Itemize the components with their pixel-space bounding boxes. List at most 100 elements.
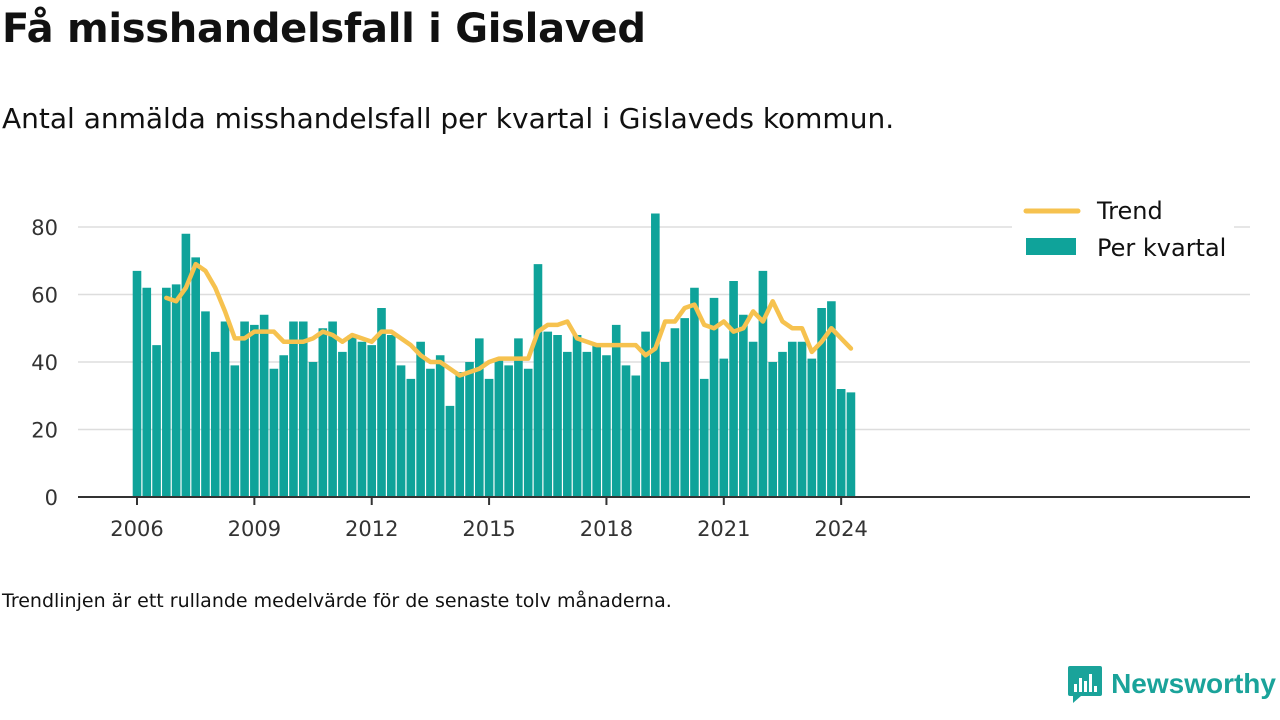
bar xyxy=(592,345,601,498)
bar xyxy=(836,389,846,497)
bar xyxy=(132,270,142,498)
bar xyxy=(670,328,680,497)
bar xyxy=(748,341,758,497)
x-tick-label: 2018 xyxy=(580,517,633,541)
bar xyxy=(494,358,504,498)
brand-logo: Newsworthy xyxy=(1067,664,1276,704)
bar xyxy=(289,321,298,497)
chart-title: Få misshandelsfall i Gislaved xyxy=(2,6,646,52)
bar xyxy=(484,378,494,498)
bar xyxy=(171,284,181,498)
bar xyxy=(651,213,660,497)
bar xyxy=(797,341,807,497)
bar xyxy=(142,287,152,497)
bar xyxy=(611,324,621,498)
bar xyxy=(347,335,357,497)
bar xyxy=(250,324,259,498)
bar xyxy=(240,321,249,497)
bar xyxy=(269,368,279,497)
bar xyxy=(416,341,425,497)
bar xyxy=(699,378,709,498)
newsworthy-logo-icon xyxy=(1068,666,1103,703)
bar xyxy=(719,358,729,498)
bar xyxy=(563,351,572,498)
legend-bar-swatch xyxy=(1026,238,1076,255)
bar xyxy=(602,355,611,497)
brand-name: Newsworthy xyxy=(1111,668,1276,699)
bar xyxy=(582,351,592,498)
bar xyxy=(377,308,386,497)
bar xyxy=(455,372,465,498)
bar xyxy=(778,351,787,498)
bar xyxy=(631,375,641,497)
bar xyxy=(817,308,826,497)
bar xyxy=(846,392,856,498)
bar xyxy=(690,287,699,497)
bar xyxy=(621,365,631,498)
legend-trend-label: Trend xyxy=(1096,197,1163,225)
y-tick-label: 0 xyxy=(45,486,58,510)
bar xyxy=(787,341,797,497)
bar xyxy=(338,351,347,498)
legend-bar-label: Per kvartal xyxy=(1097,234,1226,262)
bar xyxy=(807,358,817,498)
bar xyxy=(768,362,777,497)
y-tick-label: 80 xyxy=(31,216,58,240)
chart-subtitle: Antal anmälda misshandelsfall per kvarta… xyxy=(2,102,895,135)
trend-line xyxy=(164,261,854,378)
bar xyxy=(406,378,416,498)
bar xyxy=(758,270,768,498)
y-tick-label: 60 xyxy=(31,284,58,308)
bar xyxy=(739,314,748,497)
x-tick-label: 2006 xyxy=(110,517,163,541)
bar xyxy=(660,362,670,497)
legend-background xyxy=(1012,190,1234,272)
footnote: Trendlinjen är ett rullande medelvärde f… xyxy=(2,590,672,612)
bar xyxy=(709,297,719,498)
x-tick-label: 2015 xyxy=(462,517,515,541)
bar xyxy=(523,368,533,497)
bar xyxy=(514,338,523,498)
bar xyxy=(680,318,689,498)
bar xyxy=(191,257,200,498)
chart-canvas: 0 20 40 60 80 2006 2009 2012 2015 2018 2021 2024 T… xyxy=(31,190,1250,541)
bar xyxy=(641,331,650,498)
bar xyxy=(259,314,269,497)
bar xyxy=(162,287,171,497)
y-axis-ticks: 0 20 40 60 80 xyxy=(31,216,58,510)
bar xyxy=(729,281,738,497)
bar xyxy=(220,321,230,497)
bar xyxy=(357,341,367,497)
x-axis-ticks: 2006 2009 2012 2015 2018 2021 2024 xyxy=(110,497,868,541)
bar xyxy=(553,335,562,497)
bar xyxy=(426,368,435,497)
bar xyxy=(181,233,191,497)
bar xyxy=(572,335,582,497)
bar xyxy=(827,301,836,497)
bar xyxy=(396,365,406,498)
x-tick-label: 2024 xyxy=(814,517,867,541)
bar xyxy=(475,338,484,498)
x-tick-label: 2012 xyxy=(345,517,398,541)
x-tick-label: 2009 xyxy=(228,517,281,541)
bar xyxy=(504,365,513,498)
bar xyxy=(201,311,210,498)
bar xyxy=(543,331,553,498)
bar xyxy=(152,345,161,498)
bar xyxy=(279,355,288,497)
bar xyxy=(210,351,220,498)
bar xyxy=(230,365,240,498)
y-tick-label: 20 xyxy=(31,419,58,443)
bar xyxy=(445,405,455,498)
legend: Trend Per kvartal xyxy=(1012,190,1234,272)
bar xyxy=(318,328,328,497)
bar xyxy=(328,321,337,497)
bar xyxy=(533,264,543,498)
bar xyxy=(298,321,308,497)
bar xyxy=(435,355,445,497)
bar-series xyxy=(132,213,856,498)
x-tick-label: 2021 xyxy=(697,517,750,541)
y-tick-label: 40 xyxy=(31,351,58,375)
bar xyxy=(386,335,396,497)
bar xyxy=(308,362,318,497)
